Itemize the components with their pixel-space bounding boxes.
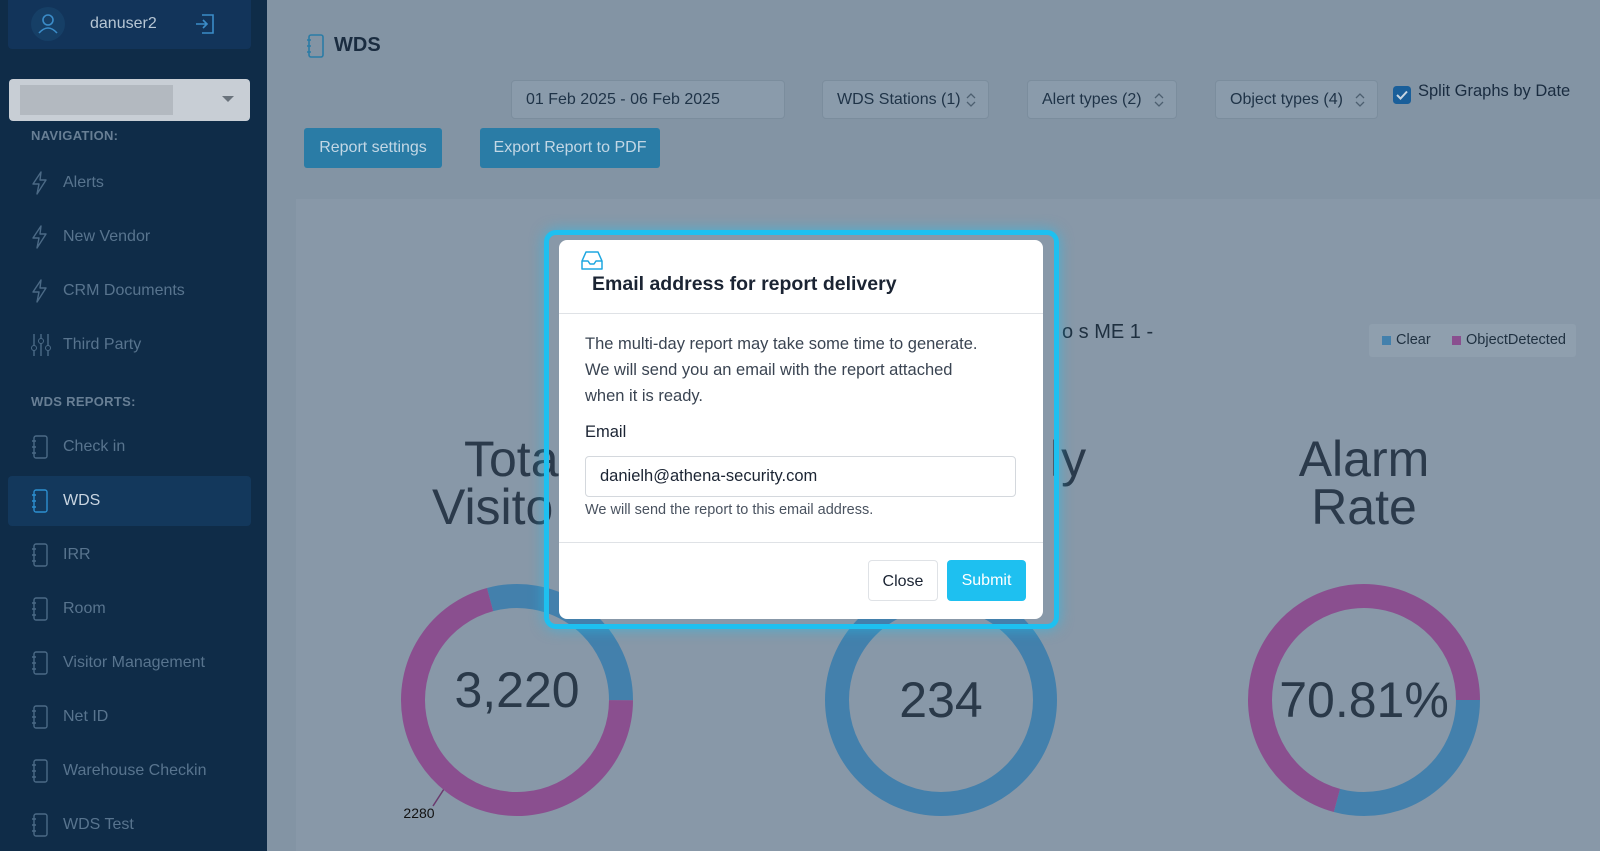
nav-item: WDS Test bbox=[8, 800, 251, 850]
redacted bbox=[20, 85, 173, 115]
separator bbox=[559, 542, 1043, 543]
sidebar: danuser2 NAVIGATION: WDS REPORTS: Alerts… bbox=[0, 0, 267, 851]
nav-item: IRR bbox=[8, 530, 251, 580]
user-bar: danuser2 bbox=[8, 0, 251, 49]
leader-line bbox=[432, 788, 445, 807]
filter-select: WDS Stations (1) bbox=[822, 80, 989, 119]
modal-text: We will send you an email with the repor… bbox=[585, 361, 953, 379]
legend-swatch bbox=[1382, 336, 1391, 345]
username: danuser2 bbox=[90, 15, 157, 32]
legend-swatch bbox=[1452, 336, 1461, 345]
nav-icon bbox=[32, 759, 48, 783]
nav-label: Net ID bbox=[63, 708, 109, 725]
button: Report settings bbox=[304, 128, 442, 168]
chevrons bbox=[1154, 93, 1164, 107]
nav-label: CRM Documents bbox=[63, 282, 185, 299]
modal-text: when it is ready. bbox=[585, 387, 703, 405]
modal-highlight bbox=[544, 230, 1059, 629]
filter-select: Alert types (2) bbox=[1027, 80, 1177, 119]
submit-button[interactable]: Submit bbox=[947, 560, 1026, 601]
caret bbox=[222, 96, 234, 102]
nav-item: CRM Documents bbox=[8, 266, 251, 316]
legend-label: ObjectDetected bbox=[1466, 332, 1566, 348]
legend: Clear ObjectDetected bbox=[1369, 324, 1576, 357]
donut-segment bbox=[1248, 584, 1480, 812]
chevrons bbox=[1355, 93, 1365, 107]
nav-item: Check in bbox=[8, 422, 251, 472]
nav-icon bbox=[32, 705, 48, 729]
nav-label: Visitor Management bbox=[63, 654, 205, 671]
filter-label: Alert types (2) bbox=[1042, 91, 1142, 108]
nav-label: WDS bbox=[63, 492, 101, 509]
nav-label: Check in bbox=[63, 438, 126, 455]
nav-label: WDS Test bbox=[63, 816, 134, 833]
donut-center: 234 bbox=[899, 672, 982, 728]
nav-icon bbox=[32, 651, 48, 675]
donut-title: Tota bbox=[464, 431, 559, 487]
modal-title: Email address for report delivery bbox=[592, 273, 897, 295]
donut-center: 70.81% bbox=[1279, 672, 1449, 728]
nav-icon bbox=[32, 435, 48, 459]
donut-title: Visito bbox=[432, 479, 553, 535]
nav-icon bbox=[32, 597, 48, 621]
nav-label: Warehouse Checkin bbox=[63, 762, 207, 779]
email-help: We will send the report to this email ad… bbox=[585, 502, 874, 518]
filter-select: Object types (4) bbox=[1215, 80, 1378, 119]
nav-label: IRR bbox=[63, 546, 91, 563]
nav-header: NAVIGATION: bbox=[31, 128, 119, 143]
org-select[interactable] bbox=[9, 79, 250, 121]
chart-title: o s ME 1 - bbox=[1062, 321, 1154, 343]
data-label: 2280 bbox=[403, 805, 434, 821]
nav-label: Room bbox=[63, 600, 106, 617]
nav-icon bbox=[32, 813, 48, 837]
nav-item: Alerts bbox=[8, 158, 251, 208]
nav-item: WDS bbox=[8, 476, 251, 526]
chevrons bbox=[966, 93, 976, 107]
logout-icon[interactable] bbox=[194, 12, 216, 36]
email-input[interactable]: danielh@athena-security.com bbox=[585, 456, 1016, 497]
checkbox bbox=[1393, 86, 1411, 104]
nav-label: New Vendor bbox=[63, 228, 151, 245]
donut-center: 3,220 bbox=[454, 662, 579, 718]
inbox-icon bbox=[581, 251, 603, 270]
filter-label: Object types (4) bbox=[1230, 91, 1343, 108]
separator bbox=[559, 313, 1043, 314]
nav-label: Third Party bbox=[63, 336, 142, 353]
nav-icon bbox=[32, 225, 47, 249]
close-button[interactable]: Close bbox=[868, 560, 938, 601]
nav-item: New Vendor bbox=[8, 212, 251, 262]
nav-icon bbox=[32, 489, 48, 513]
nav-label: Alerts bbox=[63, 174, 104, 191]
filter-label: WDS Stations (1) bbox=[837, 91, 961, 108]
nav-item: Net ID bbox=[8, 692, 251, 742]
reports-header: WDS REPORTS: bbox=[31, 394, 136, 409]
modal: Email address for report delivery The mu… bbox=[559, 240, 1043, 619]
nav-item: Visitor Management bbox=[8, 638, 251, 688]
legend-label: Clear bbox=[1396, 332, 1431, 348]
nav-icon bbox=[32, 279, 47, 303]
donut-title: Alarm bbox=[1299, 431, 1430, 487]
page-icon bbox=[307, 34, 324, 58]
donut-segment bbox=[1333, 699, 1480, 816]
checkbox-label: Split Graphs by Date bbox=[1418, 82, 1571, 100]
email-label: Email bbox=[585, 423, 627, 441]
nav-item: Room bbox=[8, 584, 251, 634]
donut-title: Rate bbox=[1311, 479, 1417, 535]
nav-icon bbox=[32, 171, 47, 195]
button: Export Report to PDF bbox=[480, 128, 660, 168]
page-title: WDS bbox=[334, 34, 381, 56]
nav-item: Warehouse Checkin bbox=[8, 746, 251, 796]
nav-icon bbox=[32, 543, 48, 567]
nav-icon bbox=[31, 334, 51, 356]
nav-item: Third Party bbox=[8, 320, 251, 370]
modal-text: The multi-day report may take some time … bbox=[585, 335, 978, 353]
date-range: 01 Feb 2025 - 06 Feb 2025 bbox=[511, 80, 785, 119]
avatar bbox=[31, 7, 65, 41]
donut-segment bbox=[401, 587, 633, 816]
